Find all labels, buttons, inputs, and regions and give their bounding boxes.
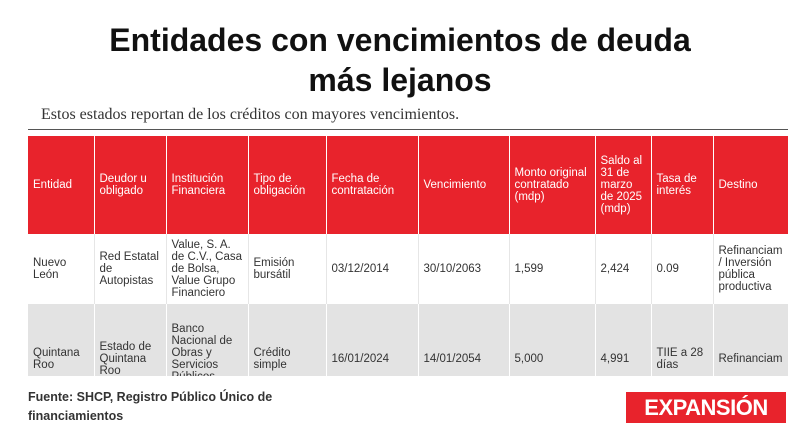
cell-tipo: Emisión bursátil (248, 234, 327, 304)
column-header-tasa: Tasa de interés (651, 136, 714, 234)
cell-vencimiento: 14/01/2054 (418, 304, 510, 376)
column-header-tipo: Tipo de obligación (248, 136, 327, 234)
cell-institucion: Value, S. A. de C.V., Casa de Bolsa, Val… (166, 234, 249, 304)
cell-institucion: Banco Nacional de Obras y Servicios Públ… (166, 304, 249, 376)
page-title: Entidades con vencimientos de deuda más … (0, 20, 800, 100)
title-line-2: más lejanos (308, 62, 492, 98)
column-header-saldo: Saldo al 31 de marzo de 2025 (mdp) (595, 136, 652, 234)
expansion-logo: EXPANSIÓN (626, 392, 786, 423)
debt-table-container[interactable]: Entidad Deudor u obligado Institución Fi… (28, 136, 788, 376)
cell-tasa: 0.09 (651, 234, 714, 304)
cell-saldo: 2,424 (595, 234, 652, 304)
cell-entidad: Nuevo León (28, 234, 95, 304)
cell-monto: 5,000 (509, 304, 596, 376)
cell-destino: Refinanciam / Inversión pública producti… (713, 234, 788, 304)
cell-saldo: 4,991 (595, 304, 652, 376)
table-row: Quintana Roo Estado de Quintana Roo Banc… (28, 304, 788, 376)
column-header-institucion: Institución Financiera (166, 136, 249, 234)
table-header-row: Entidad Deudor u obligado Institución Fi… (28, 136, 788, 234)
source-note: Fuente: SHCP, Registro Público Único de … (28, 390, 273, 423)
column-header-monto: Monto original contratado (mdp) (509, 136, 596, 234)
column-header-entidad: Entidad (28, 136, 95, 234)
subtitle: Estos estados reportan de los créditos c… (41, 106, 460, 123)
title-line-1: Entidades con vencimientos de deuda (109, 22, 691, 58)
cell-entidad: Quintana Roo (28, 304, 95, 376)
column-header-vencimiento: Vencimiento (418, 136, 510, 234)
cell-tipo: Crédito simple (248, 304, 327, 376)
debt-table: Entidad Deudor u obligado Institución Fi… (28, 136, 788, 376)
column-header-deudor: Deudor u obligado (94, 136, 167, 234)
cell-fecha: 16/01/2024 (326, 304, 419, 376)
table-row: Nuevo León Red Estatal de Autopistas Val… (28, 234, 788, 304)
cell-destino: Refinanciam (713, 304, 788, 376)
cell-tasa: TIIE a 28 días (651, 304, 714, 376)
column-header-fecha: Fecha de contratación (326, 136, 419, 234)
cell-fecha: 03/12/2014 (326, 234, 419, 304)
cell-vencimiento: 30/10/2063 (418, 234, 510, 304)
column-header-destino: Destino (713, 136, 788, 234)
divider (28, 129, 788, 130)
cell-deudor: Red Estatal de Autopistas (94, 234, 167, 304)
cell-deudor: Estado de Quintana Roo (94, 304, 167, 376)
cell-monto: 1,599 (509, 234, 596, 304)
